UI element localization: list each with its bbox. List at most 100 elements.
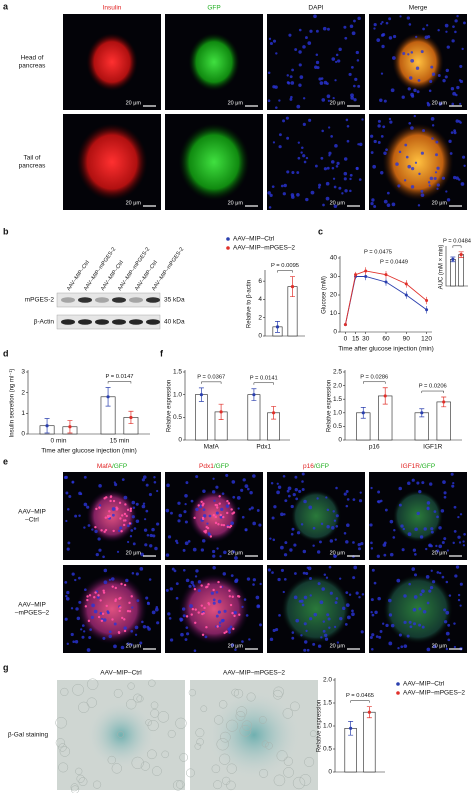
blot-row-label: β-Actin: [34, 319, 55, 326]
nucleus: [202, 539, 206, 543]
nucleus: [393, 529, 396, 532]
nucleus: [430, 544, 433, 548]
nucleus: [271, 185, 275, 189]
nucleus: [406, 634, 410, 638]
nucleus: [119, 526, 123, 530]
nucleus: [217, 523, 220, 526]
nucleus: [416, 90, 420, 94]
nucleus: [269, 537, 272, 540]
cell-outline: [196, 738, 204, 746]
nucleus: [430, 569, 433, 572]
nucleus: [334, 144, 338, 148]
nucleus: [438, 102, 443, 106]
nucleus: [197, 580, 202, 584]
nucleus: [410, 126, 414, 130]
nucleus: [83, 630, 86, 633]
nucleus: [282, 590, 285, 594]
nucleus: [103, 618, 107, 622]
y-tick-label: 40: [330, 255, 338, 262]
nucleus: [195, 507, 199, 512]
nucleus: [418, 607, 422, 611]
nucleus: [426, 601, 430, 605]
nucleus: [408, 582, 411, 586]
nucleus: [67, 541, 71, 545]
row-label: AAV–MIP: [18, 602, 46, 609]
nucleus: [446, 45, 450, 49]
nucleus: [453, 645, 457, 649]
nucleus: [123, 629, 127, 633]
nucleus: [395, 162, 399, 166]
nucleus: [352, 541, 355, 544]
nucleus: [445, 68, 450, 73]
cell-outline: [219, 731, 231, 743]
nucleus: [414, 527, 418, 532]
blot-band: [78, 297, 92, 303]
nucleus: [108, 510, 111, 513]
blot-band: [112, 319, 126, 325]
nucleus: [343, 157, 348, 161]
nucleus: [236, 496, 241, 500]
nucleus: [234, 579, 238, 584]
cell-outline: [219, 753, 231, 765]
p-value: P = 0.0367: [197, 374, 225, 380]
nucleus: [431, 137, 434, 140]
bracket: [350, 700, 370, 703]
nucleus: [78, 576, 81, 580]
nucleus: [225, 473, 229, 477]
scale-label: 20 μm: [126, 100, 142, 106]
nucleus: [83, 526, 86, 529]
nucleus: [454, 574, 458, 578]
nucleus: [282, 192, 286, 196]
nucleus: [357, 543, 361, 547]
y-tick-label: 1.0: [173, 391, 182, 398]
nucleus: [326, 613, 330, 617]
islet: [76, 123, 148, 201]
nucleus: [290, 81, 295, 85]
nucleus: [277, 485, 282, 489]
nucleus: [295, 618, 300, 623]
nucleus: [185, 481, 189, 485]
nucleus: [305, 36, 308, 40]
nucleus: [285, 116, 289, 120]
nucleus: [114, 483, 118, 487]
scale-label: 20 μm: [228, 643, 244, 649]
nucleus: [219, 513, 222, 517]
nucleus: [124, 503, 127, 506]
mean-dot: [367, 710, 371, 714]
nucleus: [229, 603, 233, 607]
y-tick-label: 6: [258, 278, 262, 285]
nucleus: [454, 19, 458, 23]
nucleus: [272, 628, 276, 633]
nucleus: [349, 173, 353, 177]
nucleus: [416, 481, 420, 485]
nucleus: [441, 540, 445, 544]
nucleus: [431, 72, 436, 76]
nucleus: [438, 544, 443, 549]
cell-outline: [59, 746, 71, 757]
nucleus: [359, 491, 362, 494]
nucleus: [436, 183, 440, 187]
nucleus: [78, 514, 81, 518]
nucleus: [185, 578, 190, 583]
nucleus: [99, 504, 102, 507]
cell-outline: [236, 706, 248, 718]
nucleus: [87, 619, 91, 623]
bracket: [253, 382, 274, 385]
nucleus: [316, 550, 321, 554]
cell-outline: [152, 766, 162, 776]
cell-outline: [231, 688, 240, 697]
nucleus: [147, 601, 150, 604]
column-header: MafA/GFP: [97, 463, 127, 470]
point: [384, 273, 388, 277]
nucleus: [212, 566, 216, 570]
nucleus: [230, 574, 234, 578]
nucleus: [207, 583, 210, 586]
nucleus: [462, 21, 466, 25]
nucleus: [409, 76, 413, 80]
nucleus: [357, 16, 361, 21]
nucleus: [343, 177, 347, 181]
bracket: [107, 381, 132, 384]
nucleus: [426, 103, 431, 107]
nucleus: [294, 48, 298, 51]
nucleus: [399, 15, 402, 18]
